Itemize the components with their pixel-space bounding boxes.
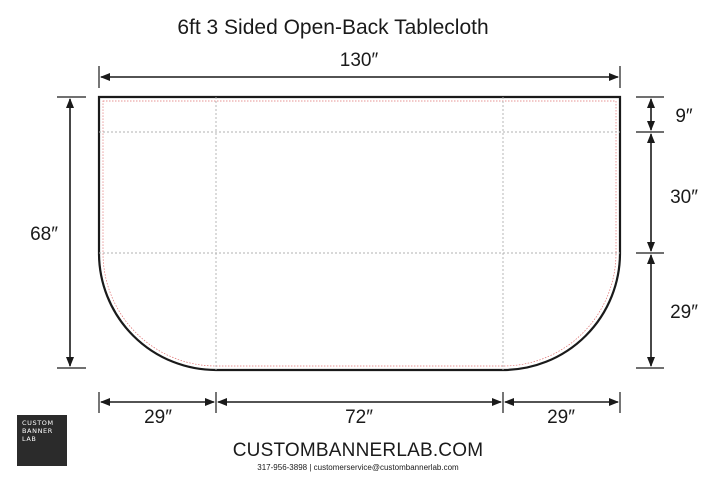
diagram-title: 6ft 3 Sided Open-Back Tablecloth xyxy=(177,16,489,39)
dimension-right-top-label: 9″ xyxy=(675,106,693,127)
logo-line-3: LAB xyxy=(22,435,37,443)
dimension-left: 68″ xyxy=(30,96,86,369)
dimension-top: 130″ xyxy=(98,50,621,88)
logo-line-2: BANNER xyxy=(22,427,53,435)
footer-contact: 317-956-3898 | customerservice@customban… xyxy=(257,463,459,472)
dimension-right: 9″ 30″ 29″ xyxy=(636,96,698,369)
dimension-right-bottom-label: 29″ xyxy=(670,302,698,323)
dimension-top-label: 130″ xyxy=(340,50,379,71)
brand-logo: CUSTOM BANNER LAB xyxy=(17,415,67,466)
footer-website: CUSTOMBANNERLAB.COM xyxy=(232,440,484,461)
fold-guides xyxy=(99,97,620,370)
dimension-right-middle-label: 30″ xyxy=(670,187,698,208)
dimension-bottom-right-label: 29″ xyxy=(547,407,575,428)
tablecloth-outline xyxy=(97,95,622,372)
dimension-bottom-center-label: 72″ xyxy=(345,407,373,428)
dimension-left-label: 68″ xyxy=(30,224,58,245)
dimension-bottom: 29″ 72″ 29″ xyxy=(98,392,621,428)
logo-line-1: CUSTOM xyxy=(22,419,54,427)
dimension-bottom-left-label: 29″ xyxy=(144,407,172,428)
